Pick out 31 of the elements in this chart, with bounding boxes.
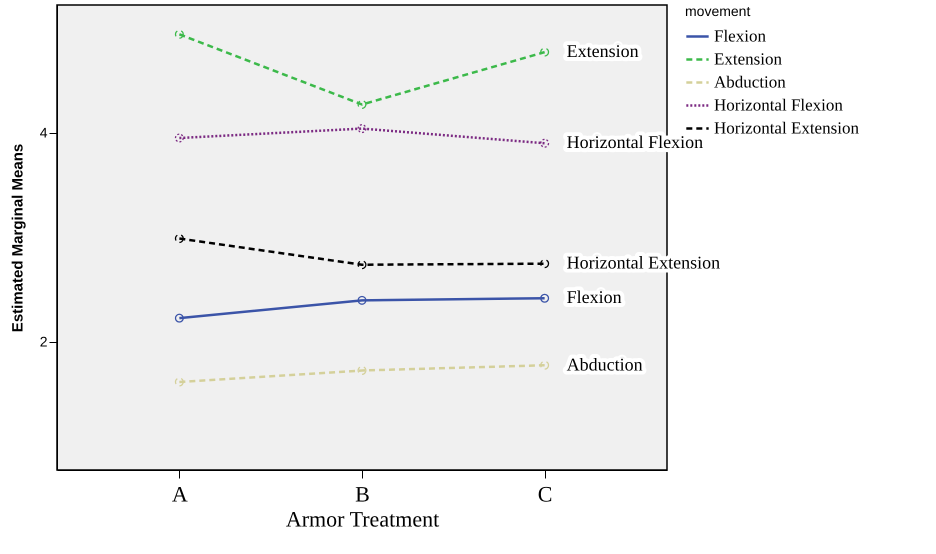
- point: [174, 314, 184, 323]
- point: [540, 48, 550, 57]
- y-tick-label: 2: [40, 334, 48, 350]
- point: [174, 30, 184, 39]
- legend-label: Horizontal Flexion: [714, 96, 844, 114]
- point: [174, 133, 184, 143]
- annotation: Abduction: [566, 354, 643, 374]
- point: [540, 259, 550, 268]
- y-axis-title: Estimated Marginal Means: [10, 144, 27, 332]
- legend-label: Abduction: [714, 72, 786, 92]
- legend-label: Flexion: [714, 26, 766, 46]
- point: [357, 100, 367, 110]
- legend-label: Extension: [714, 50, 782, 68]
- y-tick-label: 4: [40, 124, 48, 140]
- point: [357, 296, 367, 305]
- x-tick-label: B: [355, 482, 370, 506]
- annotation: Extension: [566, 41, 639, 62]
- annotation: Flexion: [566, 287, 622, 308]
- point: [540, 138, 550, 148]
- x-tick-label: A: [172, 482, 188, 506]
- point: [357, 366, 367, 376]
- point: [357, 124, 367, 134]
- legend-title: movement: [685, 3, 750, 19]
- x-tick-label: C: [538, 482, 552, 506]
- x-axis-title: Armor Treatment: [286, 506, 440, 532]
- point: [540, 360, 550, 370]
- point: [174, 378, 184, 387]
- legend-label: Horizontal Extension: [714, 118, 860, 138]
- point: [357, 260, 367, 270]
- point: [540, 294, 550, 303]
- point: [174, 234, 184, 244]
